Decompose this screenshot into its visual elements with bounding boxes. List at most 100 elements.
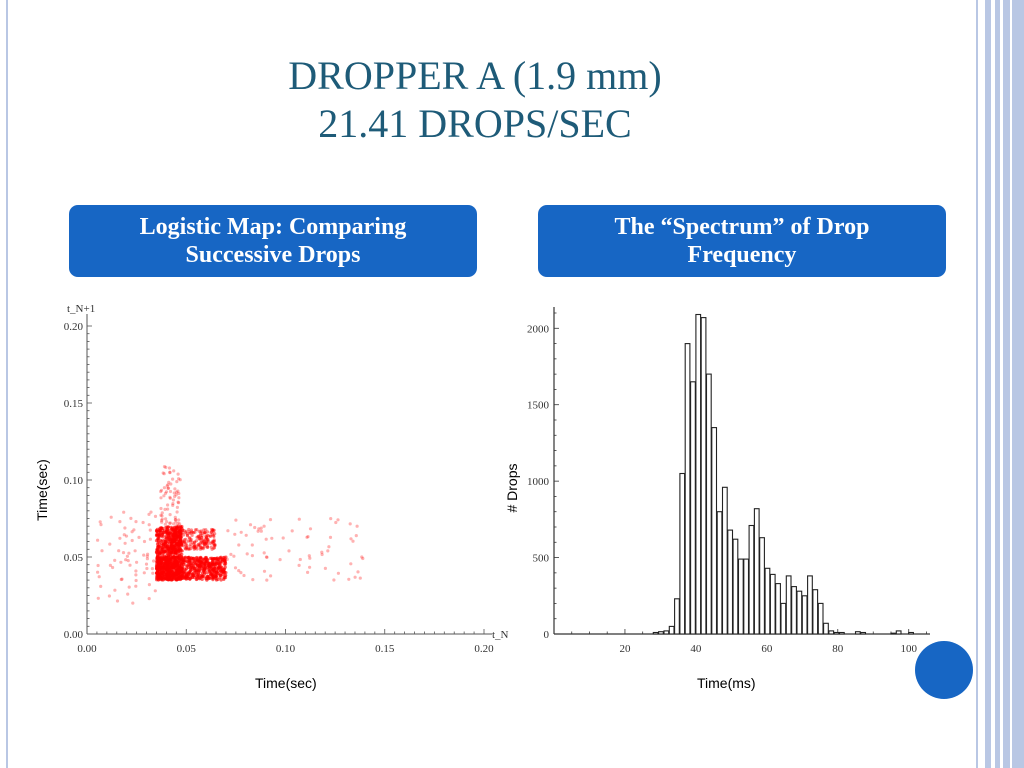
scatter-point xyxy=(183,571,187,575)
scatter-point xyxy=(169,525,173,529)
scatter-point xyxy=(199,530,203,534)
scatter-point xyxy=(208,556,212,561)
scatter-point xyxy=(193,546,197,550)
scatter-y-tick-label: 0.20 xyxy=(64,321,84,333)
scatter-point xyxy=(117,549,121,553)
scatter-point xyxy=(184,568,188,572)
scatter-point xyxy=(178,537,182,541)
scatter-point xyxy=(290,529,294,533)
scatter-point xyxy=(188,539,192,543)
scatter-point xyxy=(202,541,206,545)
scatter-point xyxy=(174,493,178,497)
scatter-point xyxy=(183,574,187,578)
histogram-bar xyxy=(828,630,835,635)
scatter-point xyxy=(171,533,175,537)
scatter-point xyxy=(173,515,177,519)
histogram-bar xyxy=(700,317,707,635)
histogram-bar xyxy=(748,524,755,635)
scatter-point xyxy=(245,552,249,556)
scatter-point xyxy=(166,503,170,507)
histogram-bar xyxy=(791,586,797,635)
scatter-point xyxy=(213,544,217,548)
scatter-point xyxy=(97,575,101,579)
histogram-bar xyxy=(695,313,702,635)
scatter-point xyxy=(165,546,169,550)
histogram-bar xyxy=(753,508,760,635)
scatter-point xyxy=(182,540,186,544)
scatter-point xyxy=(134,569,138,573)
scatter-point xyxy=(134,573,138,577)
scatter-point xyxy=(164,548,168,553)
scatter-point xyxy=(197,543,201,547)
scatter-y-tick-label: 0.05 xyxy=(64,552,84,564)
scatter-point xyxy=(167,531,171,536)
scatter-point xyxy=(206,545,210,549)
scatter-point xyxy=(204,528,208,532)
scatter-point xyxy=(201,531,205,535)
scatter-point xyxy=(147,597,151,601)
scatter-point xyxy=(168,470,172,474)
scatter-point xyxy=(145,557,149,561)
scatter-point xyxy=(162,465,167,469)
scatter-point xyxy=(185,547,189,551)
histogram-y-label: # Drops xyxy=(504,463,520,513)
scatter-point xyxy=(212,534,216,539)
scatter-point xyxy=(178,529,182,534)
scatter-point xyxy=(158,538,163,542)
scatter-point xyxy=(173,533,177,538)
scatter-point xyxy=(213,543,217,547)
scatter-point xyxy=(297,517,301,521)
scatter-point xyxy=(161,531,165,535)
scatter-point xyxy=(158,546,163,550)
scatter-point xyxy=(212,528,216,532)
scatter-point xyxy=(167,532,171,536)
scatter-point xyxy=(206,539,210,543)
scatter-point xyxy=(99,584,103,589)
scatter-point xyxy=(209,530,214,534)
scatter-point xyxy=(199,545,203,549)
scatter-point xyxy=(167,546,171,551)
scatter-point xyxy=(202,539,207,543)
scatter-point xyxy=(181,531,185,535)
scatter-point xyxy=(120,577,124,581)
scatter-point xyxy=(198,573,202,577)
scatter-point xyxy=(178,522,182,526)
scatter-point xyxy=(148,528,152,532)
scatter-point xyxy=(199,540,203,544)
histogram-bar xyxy=(716,511,723,635)
scatter-point xyxy=(242,573,246,578)
scatter-point xyxy=(157,549,161,553)
scatter-point xyxy=(204,539,208,544)
scatter-point xyxy=(176,555,180,559)
scatter-point xyxy=(212,538,216,542)
scatter-point xyxy=(172,535,176,539)
scatter-point xyxy=(113,558,117,563)
scatter-point xyxy=(200,533,204,538)
scatter-point xyxy=(159,513,163,517)
histogram-y-tick-label: 1500 xyxy=(527,400,550,412)
spectrum-header-line-1: The “Spectrum” of Drop xyxy=(614,214,870,240)
scatter-point xyxy=(323,566,327,571)
scatter-point xyxy=(175,535,179,540)
scatter-point xyxy=(142,553,146,557)
scatter-point xyxy=(147,512,151,517)
scatter-point xyxy=(170,543,174,548)
scatter-point xyxy=(192,542,196,546)
scatter-point xyxy=(174,520,178,524)
logistic-map-header-line-2: Successive Drops xyxy=(185,242,361,268)
scatter-point xyxy=(163,576,167,580)
scatter-point xyxy=(179,533,183,537)
scatter-point xyxy=(168,489,173,494)
scatter-point xyxy=(347,577,351,581)
scatter-point xyxy=(130,538,134,543)
histogram-bar xyxy=(801,595,808,635)
scatter-point xyxy=(203,531,207,535)
scatter-point xyxy=(175,547,179,551)
histogram-bar xyxy=(895,630,902,635)
scatter-point xyxy=(169,537,173,541)
scatter-point xyxy=(320,552,324,557)
scatter-point xyxy=(159,506,163,511)
scatter-point xyxy=(195,547,199,551)
scatter-point xyxy=(119,560,123,564)
